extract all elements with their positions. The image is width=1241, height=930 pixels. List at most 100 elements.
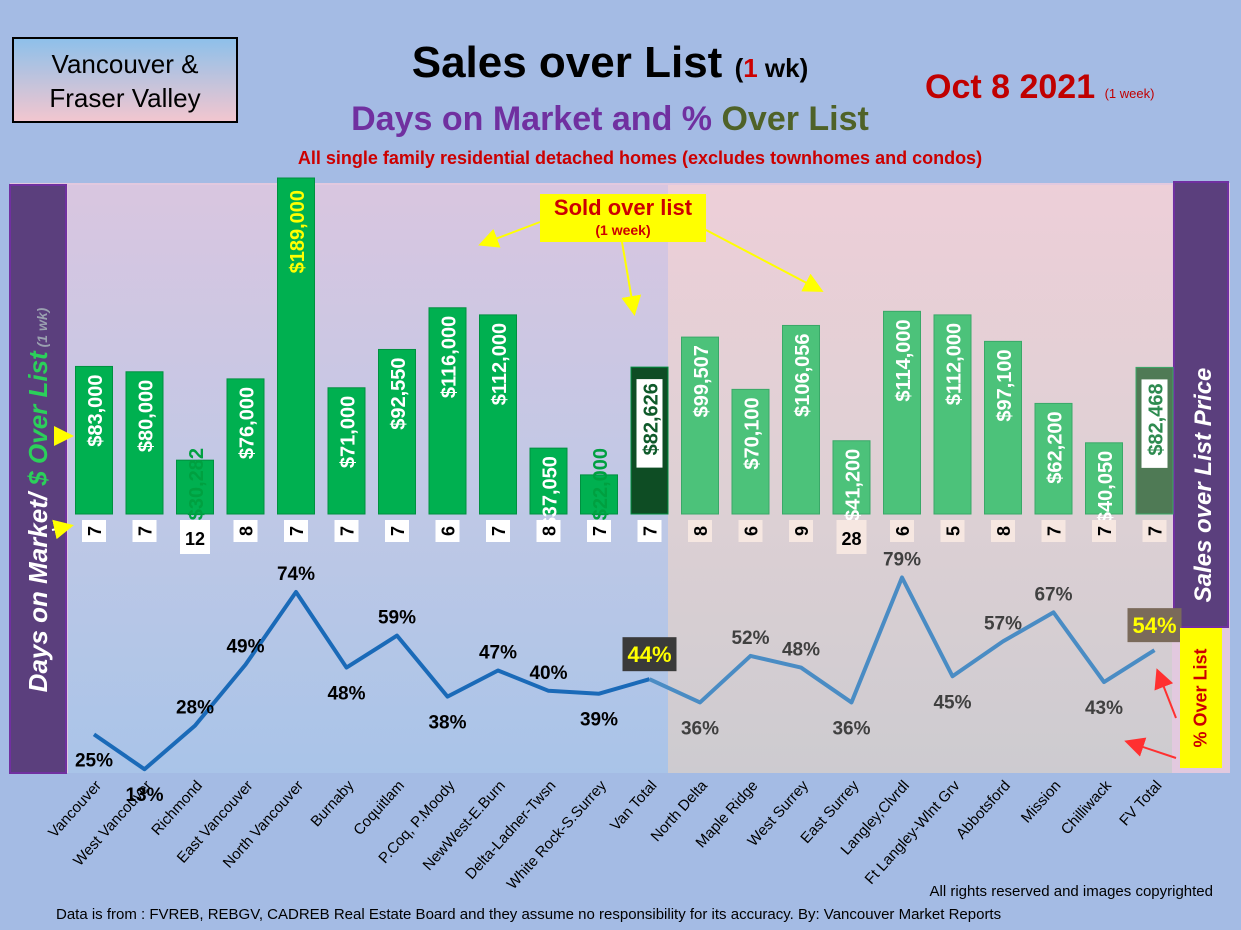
dom-box-6	[385, 520, 409, 542]
bar-value-label-7: $116,000	[439, 316, 461, 398]
bar-value-label-18: $97,100	[994, 349, 1016, 421]
title-main: Sales over List	[411, 38, 723, 87]
dom-label-19: 7	[1045, 526, 1065, 536]
dom-box-0	[82, 520, 106, 542]
pct-label-14: 48%	[782, 640, 820, 661]
source-note: Data is from : FVREB, REBGV, CADREB Real…	[56, 906, 1002, 923]
bar-16	[883, 310, 921, 515]
pct-label-15: 36%	[832, 718, 870, 739]
dom-label-10: 7	[590, 526, 610, 536]
bar-20	[1085, 442, 1123, 515]
bar-value-label-20: $40,050	[1095, 451, 1117, 523]
bar-value-label-6: $92,550	[388, 357, 410, 429]
days-axis-arrow	[51, 519, 74, 540]
bar-5	[327, 387, 366, 515]
category-label-21: FV Total	[1116, 777, 1165, 829]
dom-label-6: 7	[388, 526, 408, 536]
sold-over-list-callout: Sold over list (1 week)	[540, 194, 706, 242]
bar-7	[428, 307, 467, 515]
dom-box-16	[890, 520, 914, 542]
pct-total-box-21	[1127, 608, 1182, 643]
sold-over-list-note: (1 week)	[595, 222, 651, 238]
bar-value-label-17: $112,000	[944, 323, 966, 405]
pct-label-16: 79%	[883, 550, 921, 571]
percent-line-layer: 25% 13% 28% 49% 74% 48% 59% 38% 47% 40% 39% 44% 36% 5…	[75, 550, 1182, 806]
dom-label-4: 7	[287, 526, 307, 536]
dom-label-9: 8	[540, 526, 560, 536]
pct-label-8: 47%	[479, 642, 517, 663]
bar-1	[125, 371, 164, 515]
right-axis-label: Sales over List Price	[1190, 368, 1217, 603]
bar-3	[226, 378, 265, 515]
dom-box-18	[991, 520, 1015, 542]
days-on-market-layer: 7 7 12 8 7 7 7 6 7 8 7 7 8 6 9 28 6 5 8 7 7 7	[82, 520, 1167, 554]
bar-value-label-15: $41,200	[843, 449, 865, 521]
category-label-20: Chilliwack	[1058, 777, 1116, 838]
pct-label-20: 43%	[1085, 698, 1123, 719]
dom-box-11	[637, 520, 662, 542]
dom-label-16: 6	[893, 526, 913, 536]
date-label: Oct 8 2021 (1 week)	[925, 68, 1154, 107]
pct-label-18: 57%	[984, 613, 1022, 634]
bar-value-label-3: $76,000	[237, 387, 259, 459]
bar-19	[1034, 402, 1073, 515]
dom-box-5	[334, 520, 359, 542]
bar-value-label-0: $83,000	[85, 374, 107, 446]
category-label-9: Delta-Ladner-Twsn	[462, 777, 559, 883]
pct-label-12: 36%	[681, 718, 719, 739]
dom-label-21: 7	[1146, 526, 1166, 536]
pct-arrow-left	[1124, 737, 1177, 759]
bar-12	[681, 336, 719, 515]
pct-over-list-callout: % Over List	[1180, 628, 1222, 768]
bar-18	[984, 340, 1022, 515]
percent-line-vancouver	[92, 590, 651, 772]
chart-subtitle: Days on Market and % Over List	[250, 100, 970, 139]
dom-box-2	[180, 520, 210, 554]
bar-10	[580, 474, 618, 515]
bar-13	[731, 388, 770, 515]
pct-label-2: 28%	[176, 698, 214, 719]
bar-value-label-11: $82,626	[641, 383, 663, 455]
pct-label-17: 45%	[933, 692, 971, 713]
region-logo-box: Vancouver & Fraser Valley	[12, 37, 238, 123]
dom-label-3: 8	[237, 526, 257, 536]
dom-box-19	[1041, 520, 1066, 542]
subtitle-part2: Over List	[721, 100, 869, 138]
dom-label-1: 7	[136, 526, 156, 536]
dom-box-8	[486, 520, 510, 542]
dom-label-13: 6	[742, 526, 762, 536]
percent-line-fraser-valley	[648, 575, 1156, 705]
bar-value-label-1: $80,000	[136, 380, 158, 452]
date-note: (1 week)	[1104, 86, 1155, 101]
sold-arrow-down	[621, 241, 642, 316]
pct-over-list-text: % Over List	[1190, 648, 1211, 748]
dom-box-1	[132, 520, 157, 542]
dom-box-12	[688, 520, 712, 542]
chart-title: Sales over List (1 wk)	[300, 38, 920, 88]
category-label-18: Abbotsford	[953, 777, 1014, 842]
bar-value-label-8: $112,000	[489, 323, 511, 405]
dom-box-3	[233, 520, 258, 542]
pct-label-3: 49%	[226, 637, 264, 658]
bar-value-label-21: $82,468	[1146, 383, 1168, 455]
bar-0	[75, 365, 113, 515]
dom-box-4	[284, 520, 308, 542]
dom-box-17	[940, 520, 965, 542]
pct-total-box-11	[622, 637, 677, 672]
pct-label-6: 59%	[378, 608, 416, 629]
logo-line1: Vancouver &	[51, 49, 199, 79]
dom-label-2: 12	[185, 529, 205, 549]
dom-label-18: 8	[994, 526, 1014, 536]
pct-label-19: 67%	[1034, 584, 1072, 605]
bar-6	[378, 348, 416, 515]
category-label-10: White Rock-S.Surrey	[504, 777, 611, 893]
bar-value-label-9: $37,050	[540, 456, 562, 528]
pct-label-10: 39%	[580, 710, 618, 731]
dom-label-14: 9	[792, 526, 812, 536]
pct-label-9: 40%	[529, 663, 567, 684]
pct-label-11: 44%	[627, 642, 671, 667]
bar-4	[277, 177, 315, 515]
bar-17	[933, 314, 972, 515]
dom-label-12: 8	[691, 526, 711, 536]
bar-2	[176, 459, 214, 515]
